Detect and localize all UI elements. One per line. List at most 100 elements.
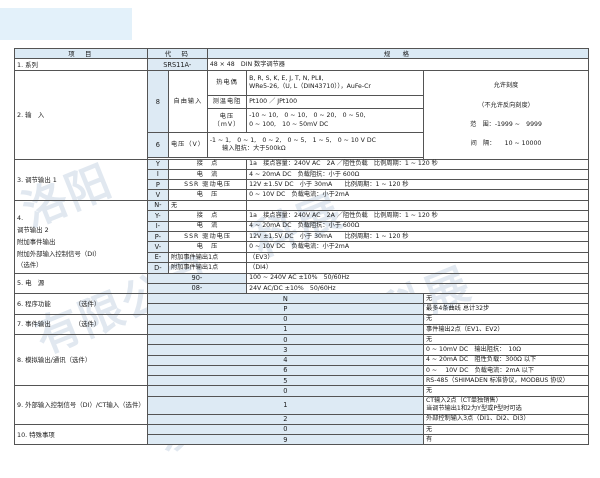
table-row: 1. 系列 SRS11A- 48 × 48 DIN 数字调节器 [14, 57, 590, 72]
input-name-6: 电压（V） [168, 132, 208, 158]
table-row: 7. 事件输出 （选件） 0 无 [14, 313, 590, 336]
scale-note-line1: 允许刻度 [493, 82, 519, 90]
out1-spec-V: 0 ~ 10V DC 负载电流：小于2mA [246, 189, 589, 201]
row-note-7: （选件） [74, 320, 101, 329]
out2-name-Y: 接 点 [167, 210, 248, 222]
table-row: 6. 程序功能 （选件） N 无 [14, 293, 590, 315]
row-label-10: 特殊事项 [29, 430, 55, 439]
row-label-2: 输 入 [25, 110, 45, 119]
di-spec-0: 无 [422, 385, 590, 397]
input-spec-voltage-mv: -10 ~ 10, 0 ~ 10, 0 ~ 20, 0 ~ 50, 0 ~ 10… [246, 107, 424, 134]
scale-note-line4: 间 隔： 10 ~ 10000 [470, 140, 542, 148]
row-item-6: 6. 程序功能 （选件） [14, 293, 148, 315]
di-code-1: 1 [146, 395, 424, 415]
out2-code-P: P- [146, 230, 170, 243]
analog-code-6: 6 [146, 364, 424, 377]
input-sub-voltage-mv: 电压（mV） [206, 107, 248, 134]
input-name-8: 自由输入 [168, 70, 208, 134]
header-spec: 规 格 [206, 48, 590, 59]
analog-code-0: 0 [146, 334, 424, 346]
row-label-6: 程序功能 [25, 299, 51, 308]
row-item-5: 5. 电 源 [14, 272, 148, 295]
row-note-6: （选件） [74, 299, 101, 308]
row-item-2: 2. 输 入 [14, 70, 148, 160]
row-item-9: 9. 外部输入控制信号（DI）/CT输入（选件） [14, 385, 148, 425]
di-code-0: 0 [146, 385, 424, 397]
row-item-10: 10. 特殊事项 [14, 423, 148, 446]
row-spec-1: 48 × 48 DIN 数字调节器 [206, 57, 590, 72]
di-spec-1: CT输入2点（CT单独销售） 当调节输出1和2为Y型或P型时可选 [422, 395, 590, 415]
table-row: 10. 特殊事项 0 无 [14, 423, 590, 446]
out1-name-P: SSR 驱动电压 [167, 179, 248, 191]
out1-code-Y: Y [146, 158, 170, 170]
event-spec-0: 无 [422, 313, 590, 325]
program-code-N: N [146, 293, 424, 305]
power-code-08: 08- [146, 282, 248, 295]
out2-spec-E: （EV3） [246, 251, 589, 264]
input-spec-rtd: Pt100 ／ JPt100 [246, 94, 424, 109]
scale-note-line2: （不允许反向刻度） [478, 101, 534, 109]
out2-name-N: 无 [167, 199, 248, 212]
out2-name-P: SSR 驱动电压 [167, 230, 248, 243]
program-spec-N: 无 [422, 293, 590, 305]
special-spec-0: 无 [422, 423, 590, 436]
analog-code-3: 3 [146, 344, 424, 356]
table-row: 4. 调节输出 2 附加事件输出 附加外部输入控制信号（DI） （选件） N- … [14, 199, 589, 274]
row-item-1: 1. 系列 [14, 57, 148, 72]
table-row: 8. 模拟输出/通讯（选件） 0 无 [14, 334, 590, 387]
power-code-90: 90- [146, 272, 248, 284]
out2-spec-P: 12V ±1.5V DC 小于 30mA 比例周期：1 ~ 120 秒 [246, 230, 589, 243]
row-no-6: 6. [17, 299, 24, 308]
out1-code-P: P [146, 179, 170, 191]
row-label-8: 模拟输出/通讯（选件） [25, 356, 92, 365]
out2-spec-I: 4 ~ 20mA DC 负载阻抗：小于 600Ω [246, 220, 589, 233]
row-label-4: 调节输出 2 附加事件输出 附加外部输入控制信号（DI） （选件） [17, 225, 101, 270]
table-row: D- 附加事件输出1点 （DI4） [15, 262, 589, 274]
out2-spec-Y: 1a 接点容量：240V AC 2A ／阻性负载 比例周期：1 ~ 120 秒 [246, 210, 589, 222]
code-selection-table: 项 目 代 码 规 格 1. 系列 SRS11A- 48 × 48 DIN 数字… [14, 48, 590, 446]
special-code-9: 9 [146, 434, 424, 446]
out1-code-I: I [146, 168, 170, 181]
input-spec-thermocouple: B, R, S, K, E, J, T, N, PLⅡ, WRe5-26,（U,… [246, 70, 424, 96]
input-sub-rtd: 测温电阻 [206, 94, 248, 109]
out2-spec-N [246, 199, 589, 212]
row-label-1: 系列 [25, 60, 38, 69]
out2-code-N: N- [146, 199, 170, 212]
table-row: 9. 外部输入控制信号（DI）/CT输入（选件） 0 无 [14, 385, 590, 425]
out2-spec-D: （DI4） [246, 262, 589, 274]
out2-code-I: I- [146, 220, 170, 233]
out1-spec-I: 4 ~ 20mA DC 负载阻抗：小于 600Ω [246, 168, 589, 181]
out1-name-V: 电 压 [167, 189, 248, 201]
row-no-8: 8. [17, 356, 24, 365]
out2-name-V: 电 压 [167, 241, 248, 253]
analog-spec-6: 0 ~ 10V DC 负载电流：2mA 以下 [422, 364, 590, 377]
analog-spec-5: RS-485（SHIMADEN 标准协议，MODBUS 协议） [422, 375, 590, 387]
power-spec-90: 100 ~ 240V AC ±10% 50/60Hz [246, 272, 589, 284]
row-item-3: 3. 调节输出 1 [14, 158, 148, 201]
row-label-5: 电 源 [25, 279, 45, 288]
power-spec-08: 24V AC/DC ±10% 50/60Hz [246, 282, 589, 295]
out2-name-E: 附加事件输出1点 [167, 251, 248, 264]
out2-name-D: 附加事件输出1点 [167, 262, 248, 274]
row-item-4: 4. 调节输出 2 附加事件输出 附加外部输入控制信号（DI） （选件） [14, 199, 148, 274]
row-item-7: 7. 事件输出 （选件） [14, 313, 148, 336]
row-no-10: 10. [17, 430, 28, 439]
row-label-7: 事件输出 [25, 320, 51, 329]
input-code-8: 8 [146, 70, 170, 134]
out2-spec-V: 0 ~ 10V DC 负载电流：小于2mA [246, 241, 589, 253]
analog-spec-0: 无 [422, 334, 590, 346]
table-row: 9 有 [15, 434, 590, 446]
out1-name-I: 电 流 [167, 168, 248, 181]
table-row: 测温电阻 Pt100 ／ JPt100 [15, 94, 589, 109]
input-sub-thermocouple: 热电偶 [206, 70, 248, 96]
row-no-1: 1. [17, 60, 24, 69]
header-code: 代 码 [146, 48, 208, 59]
out2-code-V: V- [146, 241, 170, 253]
row-no-4: 4. [17, 214, 24, 223]
program-code-P: P [146, 303, 424, 315]
scale-note: 允许刻度 （不允许反向刻度） 范 围：-1999 ~ 9999 间 隔： 10 … [422, 70, 590, 160]
analog-code-5: 5 [146, 375, 424, 387]
table-row: 3. 调节输出 1 Y 接 点 1a 接点容量：240V AC 2A ／阻性负载… [14, 158, 589, 201]
out1-spec-Y: 1a 接点容量：240V AC 2A ／阻性负载 比例周期：1 ~ 120 秒 [246, 158, 589, 170]
